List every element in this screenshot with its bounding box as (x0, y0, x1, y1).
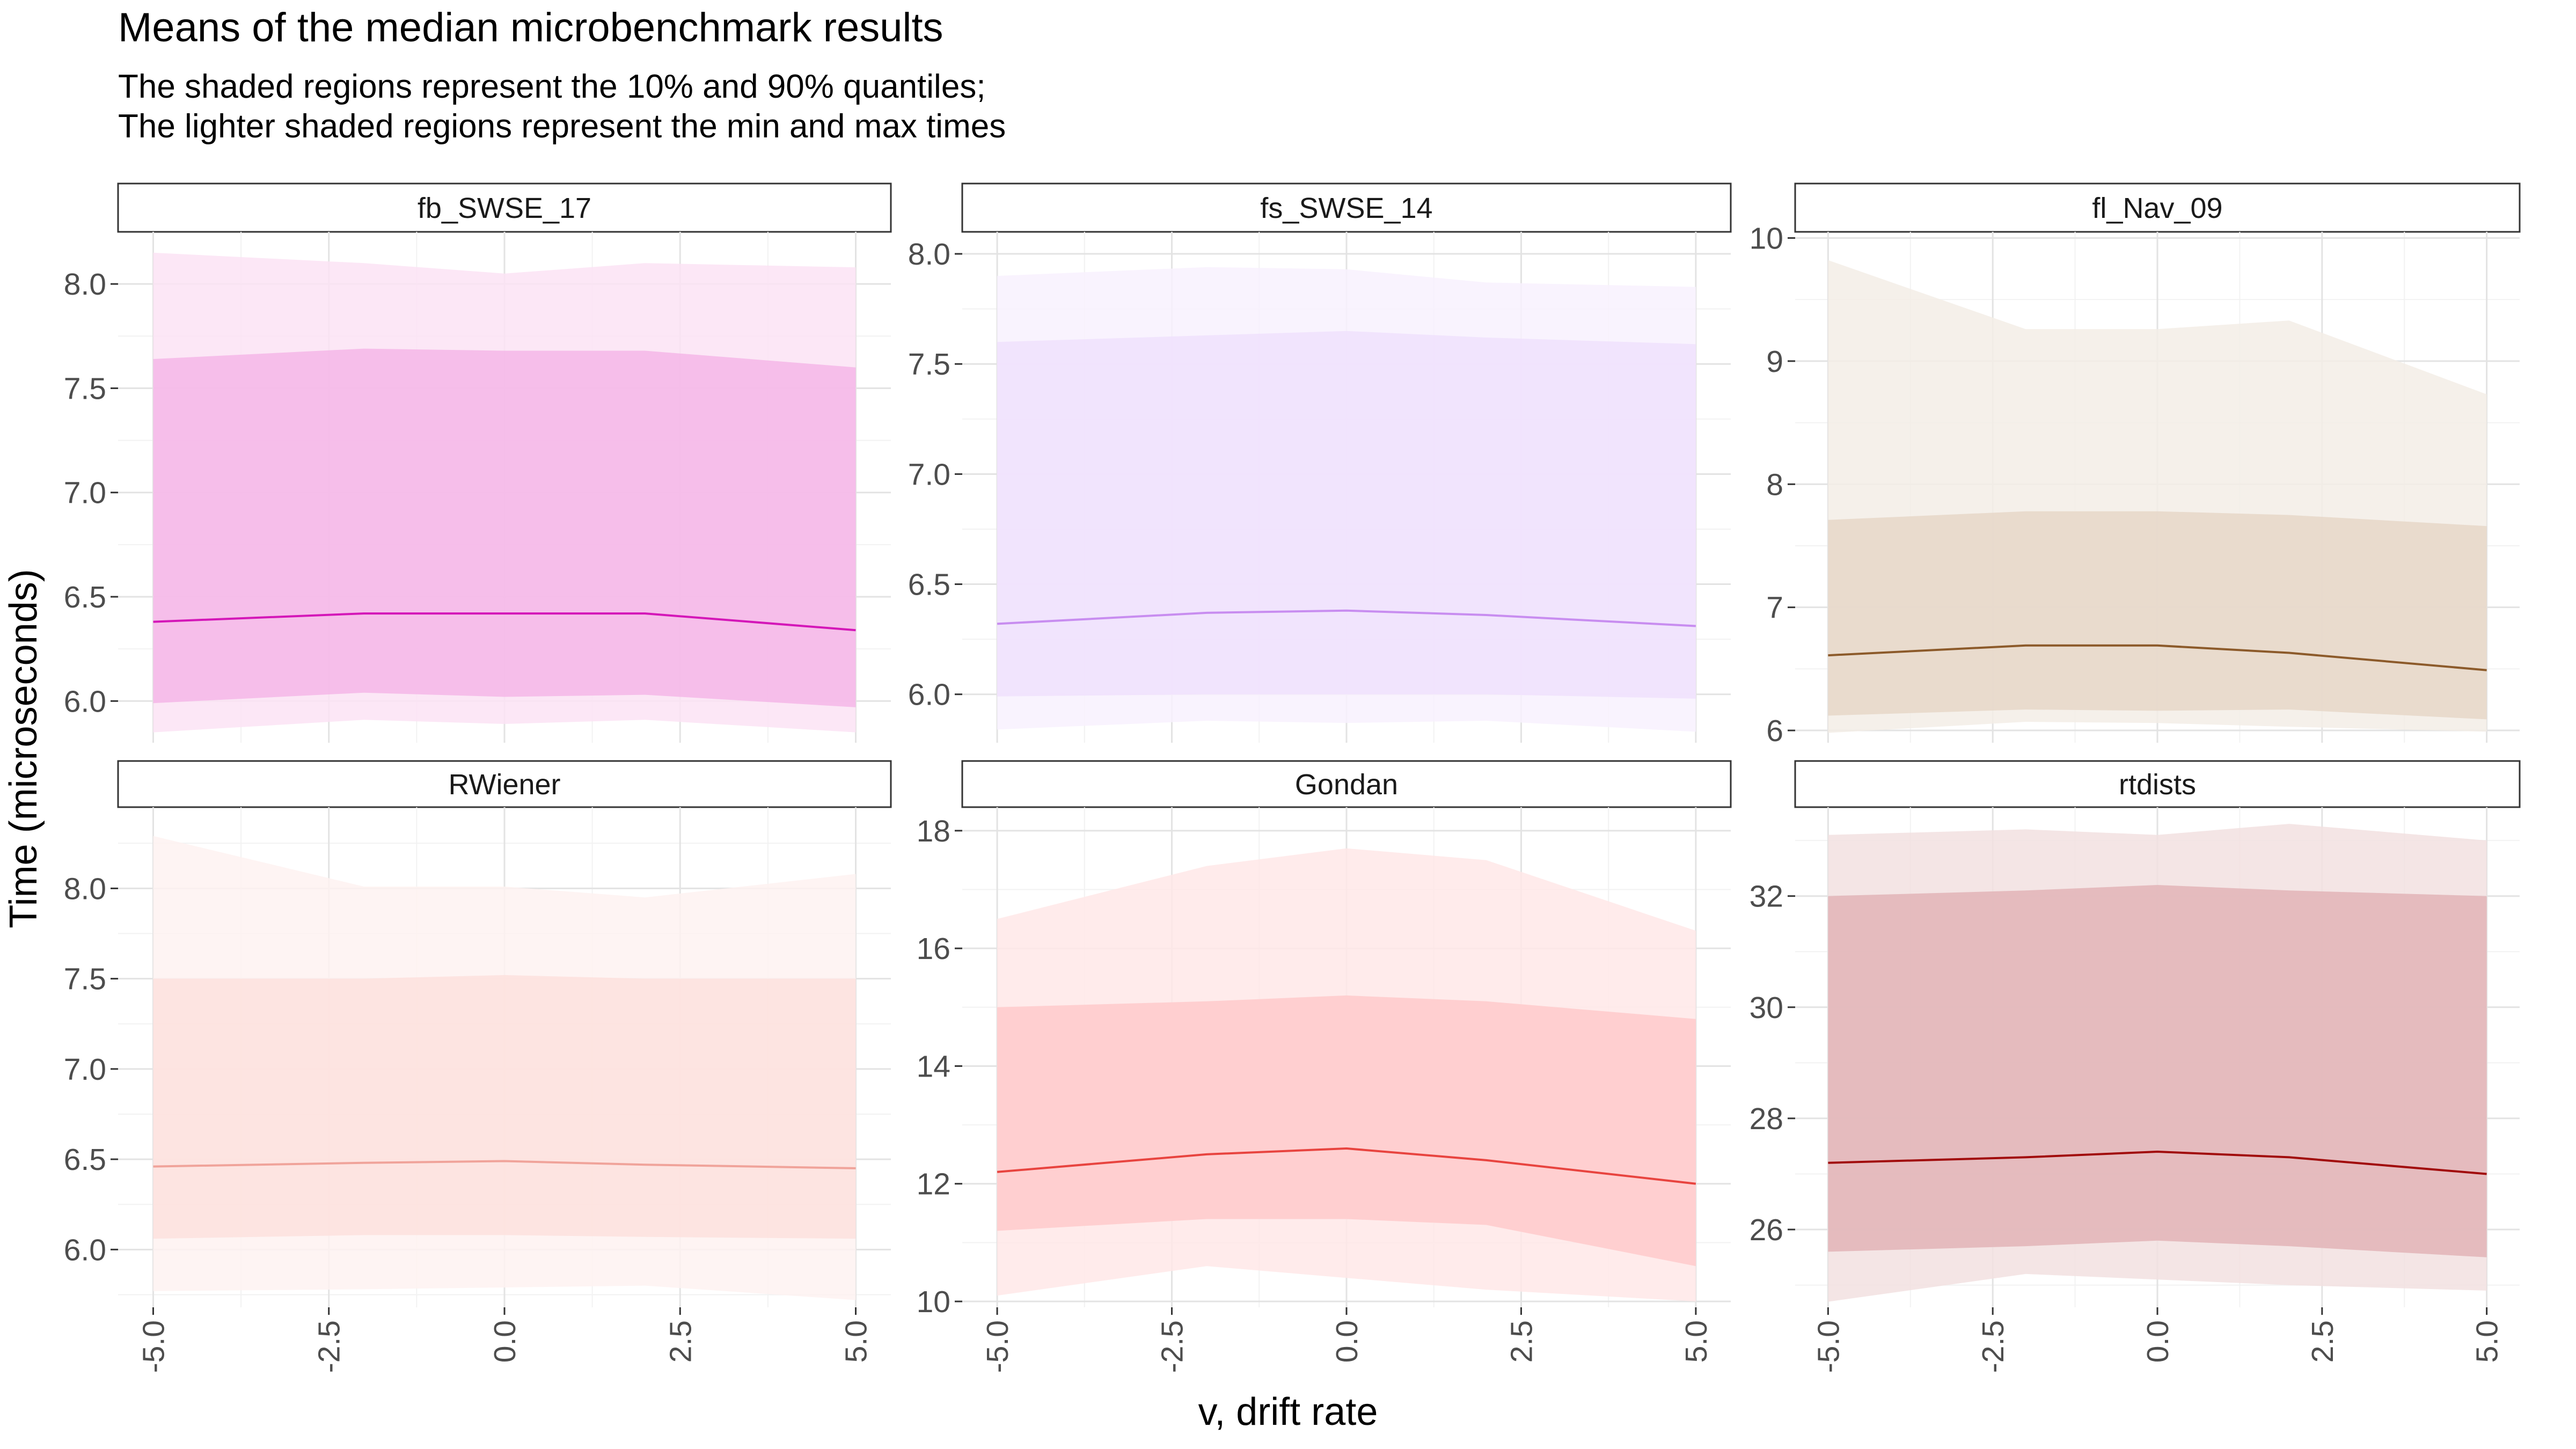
y-tick-label: 6.5 (908, 568, 950, 602)
y-axis-label: Time (microseconds) (2, 569, 45, 928)
y-tick-label: 30 (1750, 991, 1783, 1025)
y-tick-label: 7.5 (64, 962, 106, 997)
facet-strip (1794, 760, 2521, 808)
y-tick-label: 6.0 (64, 684, 106, 719)
y-tick-label: 8.0 (908, 237, 950, 272)
y-tick-label: 7.5 (64, 371, 106, 406)
facet-strip (961, 760, 1732, 808)
x-tick-label: 0.0 (2141, 1320, 2175, 1363)
mean-line (997, 1147, 1696, 1185)
x-tick-label: -5.0 (980, 1320, 1015, 1373)
y-tick-label: 14 (917, 1049, 950, 1084)
y-tick-label: 10 (1750, 221, 1783, 255)
quantile-band (997, 331, 1696, 699)
y-tick-label: 7.0 (64, 1052, 106, 1087)
panel-fs_SWSE_14: fs_SWSE_14 6.0 6.5 7.0 7.5 8.0 (908, 182, 1732, 743)
chart-title: Means of the median microbenchmark resul… (118, 5, 943, 50)
y-tick-label: 6.0 (64, 1233, 106, 1267)
y-tick-label: 7.0 (908, 457, 950, 492)
y-tick-label: 28 (1750, 1102, 1783, 1136)
y-tick-label: 26 (1750, 1213, 1783, 1247)
mean-line (1828, 1150, 2487, 1175)
mean-line (1828, 644, 2487, 671)
panel-RWiener: RWiener 6.0 6.5 7.0 7.5 8.0 -5.0 -2.5 0.0 2.5 5.0 (64, 760, 892, 1373)
facet-strip-label: fl_Nav_09 (2092, 192, 2222, 224)
y-tick-label: 8.0 (64, 872, 106, 906)
facet-strip (961, 182, 1732, 233)
y-tick-label: 7.5 (908, 347, 950, 382)
y-tick-label: 18 (917, 814, 950, 848)
x-tick-label: 0.0 (488, 1320, 522, 1363)
quantile-band (153, 975, 856, 1239)
facet-strip-label: RWiener (448, 769, 560, 801)
facet-strip (117, 182, 892, 233)
y-tick-label: 6.5 (64, 580, 106, 614)
y-tick-label: 6.5 (64, 1143, 106, 1177)
chart-subtitle-line-2: The lighter shaded regions represent the… (118, 108, 1006, 145)
y-tick-label: 16 (917, 932, 950, 966)
y-tick-label: 32 (1750, 880, 1783, 914)
y-tick-label: 8.0 (64, 267, 106, 302)
quantile-band (997, 995, 1696, 1267)
y-tick-label: 7 (1766, 591, 1783, 625)
x-axis-label: v, drift rate (1198, 1391, 1378, 1433)
y-tick-label: 6 (1766, 714, 1783, 748)
x-tick-label: -2.5 (1976, 1320, 2010, 1373)
panel-Gondan: Gondan 10 12 14 16 18 -5.0 -2.5 0.0 2.5 5.0 (917, 760, 1732, 1373)
x-tick-label: 2.5 (663, 1320, 698, 1363)
quantile-band (153, 348, 856, 707)
panel-rtdists: rtdists 26 28 30 32 -5.0 -2.5 0.0 2.5 5.0 (1750, 760, 2521, 1373)
mean-line (153, 612, 856, 632)
panel-fl_Nav_09: fl_Nav_09 6 7 8 9 10 (1750, 182, 2521, 748)
facet-strip-label: fb_SWSE_17 (418, 192, 591, 224)
y-tick-label: 12 (917, 1167, 950, 1202)
x-tick-label: 2.5 (1504, 1320, 1539, 1363)
facet-strip (1794, 182, 2521, 233)
x-tick-label: 5.0 (2470, 1320, 2505, 1363)
x-tick-label: -5.0 (1811, 1320, 1846, 1373)
y-tick-label: 7.0 (64, 476, 106, 510)
x-tick-label: 2.5 (2306, 1320, 2340, 1363)
y-tick-label: 6.0 (908, 678, 950, 712)
quantile-band (1828, 511, 2487, 720)
quantile-band (1828, 885, 2487, 1257)
chart-subtitle-line-1: The shaded regions represent the 10% and… (118, 68, 986, 105)
facet-strip-label: Gondan (1295, 769, 1398, 801)
x-tick-label: -2.5 (1155, 1320, 1190, 1373)
mean-line (997, 609, 1696, 627)
x-tick-label: 5.0 (839, 1320, 874, 1363)
facet-strip-label: rtdists (2119, 769, 2196, 801)
facet-strip-label: fs_SWSE_14 (1260, 192, 1432, 224)
x-tick-label: -5.0 (136, 1320, 171, 1373)
x-tick-label: 0.0 (1330, 1320, 1364, 1363)
y-tick-label: 8 (1766, 467, 1783, 502)
x-tick-label: 5.0 (1679, 1320, 1714, 1363)
panel-fb_SWSE_17: fb_SWSE_17 6.0 6.5 7.0 7.5 8.0 (64, 182, 892, 743)
x-tick-label: -2.5 (312, 1320, 347, 1373)
y-tick-label: 9 (1766, 345, 1783, 379)
mean-line (153, 1160, 856, 1169)
y-tick-label: 10 (917, 1285, 950, 1319)
